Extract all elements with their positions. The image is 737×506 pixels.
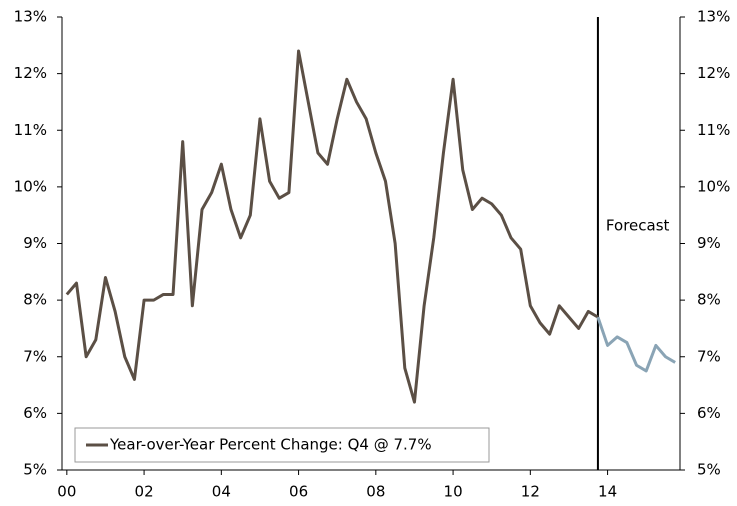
legend-label: Year-over-Year Percent Change: Q4 @ 7.7% (109, 436, 432, 454)
series-line (596, 316, 676, 373)
y2-tick-label: 8% (697, 291, 721, 309)
y2-tick-label: 5% (697, 461, 721, 479)
x-tick-label: 14 (598, 483, 617, 501)
y2-tick-label: 9% (697, 234, 721, 252)
annotation: Forecast (606, 217, 670, 235)
y2-tick-label: 13% (697, 8, 730, 26)
x-tick-label: 12 (521, 483, 540, 501)
legend-box (74, 427, 490, 463)
x-tick-label: 00 (57, 483, 76, 501)
x-tick-label: 04 (212, 483, 231, 501)
y-tick-label: 8% (23, 291, 47, 309)
y-tick-label: 11% (14, 121, 47, 139)
y2-tick-label: 11% (697, 121, 730, 139)
series-line (65, 49, 599, 404)
y2-tick-label: 12% (697, 64, 730, 82)
y-tick-label: 6% (23, 404, 47, 422)
x-tick-label: 06 (289, 483, 308, 501)
x-tick-label: 02 (135, 483, 154, 501)
x-tick-label: 08 (366, 483, 385, 501)
x-tick-label: 10 (444, 483, 463, 501)
y-tick-label: 9% (23, 234, 47, 252)
y2-tick-label: 6% (697, 404, 721, 422)
y-tick-label: 12% (14, 64, 47, 82)
y-tick-label: 7% (23, 347, 47, 365)
y-tick-label: 13% (14, 8, 47, 26)
y-tick-label: 10% (14, 177, 47, 195)
y2-tick-label: 7% (697, 347, 721, 365)
y2-tick-label: 10% (697, 177, 730, 195)
y-tick-label: 5% (23, 461, 47, 479)
